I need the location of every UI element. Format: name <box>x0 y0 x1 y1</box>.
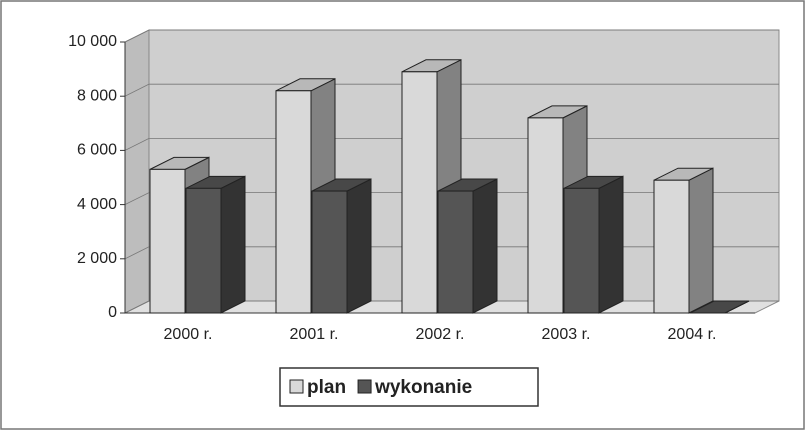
side-wall <box>124 29 150 314</box>
y-tick-label: 4 000 <box>77 196 117 213</box>
y-tick-label: 2 000 <box>77 250 117 267</box>
x-tick-label: 2001 r. <box>290 326 339 343</box>
bar <box>563 187 600 314</box>
grid-line <box>124 83 779 97</box>
bar <box>275 90 312 314</box>
bar-side <box>346 178 372 314</box>
bar <box>149 168 186 314</box>
bar <box>185 187 222 314</box>
bar <box>311 190 348 314</box>
y-tick-label: 0 <box>108 304 117 321</box>
bar-side <box>220 175 246 314</box>
bar <box>401 71 438 314</box>
bar-side <box>472 178 498 314</box>
legend-box <box>279 367 539 407</box>
bar-top <box>689 300 750 314</box>
y-tick-label: 10 000 <box>68 33 117 50</box>
bar <box>527 117 564 314</box>
legend-swatch <box>289 379 304 394</box>
bar-side <box>598 175 624 314</box>
bar <box>653 179 690 314</box>
x-tick-label: 2004 r. <box>668 326 717 343</box>
grid-line <box>124 29 779 43</box>
legend-label: plan <box>307 377 346 398</box>
x-tick-label: 2000 r. <box>164 326 213 343</box>
y-tick-label: 6 000 <box>77 142 117 159</box>
legend-label: wykonanie <box>374 377 472 398</box>
legend-swatch <box>357 379 372 394</box>
bar <box>437 190 474 314</box>
bar-side <box>688 167 714 314</box>
x-tick-label: 2002 r. <box>416 326 465 343</box>
x-tick-label: 2003 r. <box>542 326 591 343</box>
y-tick-label: 8 000 <box>77 87 117 104</box>
